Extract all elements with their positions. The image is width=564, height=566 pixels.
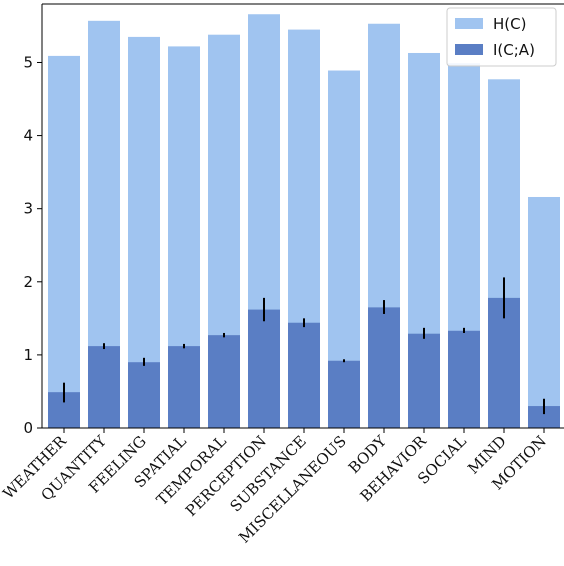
- bar-i-temporal: [208, 335, 240, 428]
- bar-h-motion: [528, 196, 560, 428]
- y-tick-label: 4: [23, 127, 33, 145]
- bar-i-mind: [488, 297, 520, 428]
- y-tick-label: 0: [23, 419, 33, 437]
- bars-layer: [48, 14, 560, 429]
- legend: H(C) I(C;A): [446, 7, 557, 67]
- error-bars-layer: [63, 277, 545, 415]
- bar-i-feeling: [128, 362, 160, 428]
- bar-i-quantity: [88, 346, 120, 428]
- y-tick-label: 5: [23, 53, 33, 71]
- bar-h-weather: [48, 55, 80, 429]
- legend-swatch-i: [455, 44, 483, 55]
- legend-label-i: I(C;A): [493, 41, 535, 59]
- bar-i-behavior: [408, 333, 440, 428]
- bar-i-body: [368, 307, 400, 428]
- bar-i-social: [448, 330, 480, 428]
- bar-i-motion: [528, 406, 560, 428]
- y-tick-label: 2: [23, 273, 33, 291]
- bar-i-substance: [288, 322, 320, 428]
- bar-i-perception: [248, 309, 280, 428]
- legend-label-h: H(C): [493, 15, 526, 33]
- bar-i-miscellaneous: [328, 360, 360, 428]
- bar-i-spatial: [168, 346, 200, 428]
- y-tick-label: 1: [23, 346, 33, 364]
- legend-swatch-h: [455, 18, 483, 29]
- y-tick-label: 3: [23, 200, 33, 218]
